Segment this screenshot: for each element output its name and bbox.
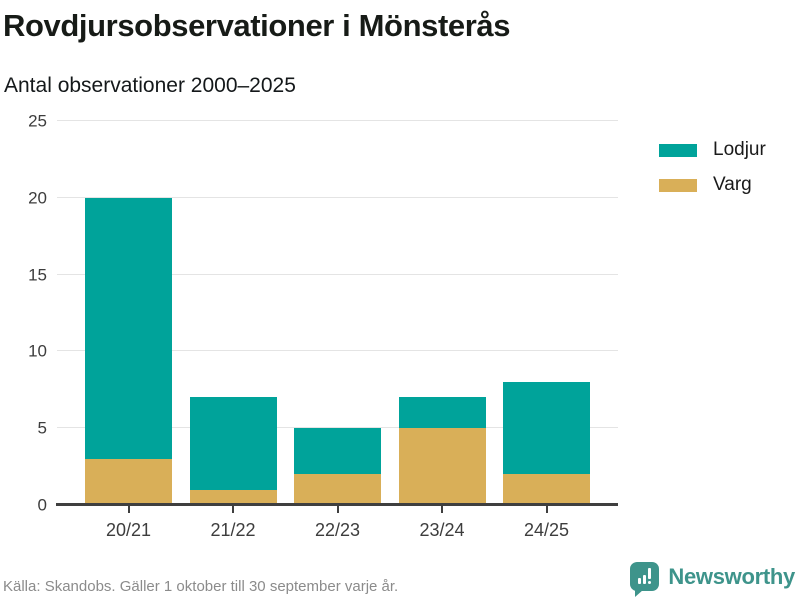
gridline [57, 273, 618, 275]
bar-segment-varg [503, 474, 590, 505]
x-tick-label: 22/23 [314, 520, 361, 540]
logo-exclamation-dot [648, 581, 652, 584]
legend-swatch [659, 178, 697, 192]
gridline [57, 120, 618, 121]
x-axis-line [56, 503, 618, 506]
x-category: 21/22 [190, 506, 277, 541]
bar-segment-varg [398, 428, 486, 505]
gridline [57, 350, 618, 352]
x-tick-label: 24/25 [523, 520, 570, 540]
bar-21-22 [189, 121, 277, 505]
y-tick-label: 20 [28, 188, 47, 208]
x-category: 23/24 [399, 506, 486, 541]
logo-exclamation [648, 568, 652, 584]
legend-swatch [659, 143, 697, 157]
chart-subtitle: Antal observationer 2000–2025 [4, 74, 296, 97]
source-note: Källa: Skandobs. Gäller 1 oktober till 3… [3, 578, 399, 595]
gridline [57, 427, 618, 429]
x-category: 22/23 [294, 506, 381, 541]
bar-segment-lodjur [189, 397, 277, 490]
newsworthy-brand: Newsworthy [630, 562, 795, 597]
y-tick-label: 0 [37, 495, 47, 515]
bar-segment-varg [189, 489, 277, 505]
gridline [57, 196, 618, 198]
legend: Lodjur Varg [659, 139, 766, 196]
bar-24-25 [503, 121, 590, 505]
bar-segment-lodjur [85, 197, 172, 459]
legend-label: Lodjur [713, 139, 766, 160]
bar-23-24 [398, 121, 486, 505]
x-tick-label: 21/22 [210, 520, 256, 540]
bar-chart-speech-bubble-icon [630, 562, 660, 597]
brand-name: Newsworthy [668, 563, 795, 589]
x-tick-mark [232, 506, 234, 513]
plot-area [57, 120, 618, 505]
x-tick-mark [545, 506, 548, 513]
y-tick-label: 25 [28, 111, 47, 131]
y-tick-label: 5 [37, 418, 47, 438]
logo-bar [638, 578, 642, 584]
x-tick-label: 20/21 [105, 520, 152, 540]
logo-bar [643, 575, 647, 584]
bar-segment-lodjur [503, 382, 590, 475]
bar-20-21 [85, 121, 172, 505]
x-category: 20/21 [85, 506, 172, 541]
x-tick-label: 23/24 [419, 520, 465, 540]
bar-22-23 [294, 121, 381, 505]
legend-item-varg: Varg [659, 174, 766, 196]
x-tick-mark [127, 506, 130, 513]
x-tick-mark [441, 506, 443, 513]
legend-item-lodjur: Lodjur [659, 139, 766, 161]
bars [57, 121, 618, 505]
logo-exclamation-stroke [648, 568, 652, 579]
bar-segment-varg [294, 474, 381, 505]
bar-segment-varg [85, 458, 172, 505]
legend-label: Varg [713, 174, 752, 195]
x-axis-labels: 20/21 21/22 22/23 23/24 24/25 [57, 506, 618, 541]
chart-title: Rovdjursobservationer i Mönsterås [3, 8, 511, 43]
x-tick-mark [336, 506, 339, 513]
y-axis-labels: 0 5 10 15 20 25 [0, 113, 47, 514]
y-tick-label: 10 [28, 341, 47, 361]
y-tick-label: 15 [28, 265, 47, 285]
x-category: 24/25 [503, 506, 590, 541]
bar-segment-lodjur [294, 428, 381, 475]
bar-segment-lodjur [398, 397, 486, 429]
